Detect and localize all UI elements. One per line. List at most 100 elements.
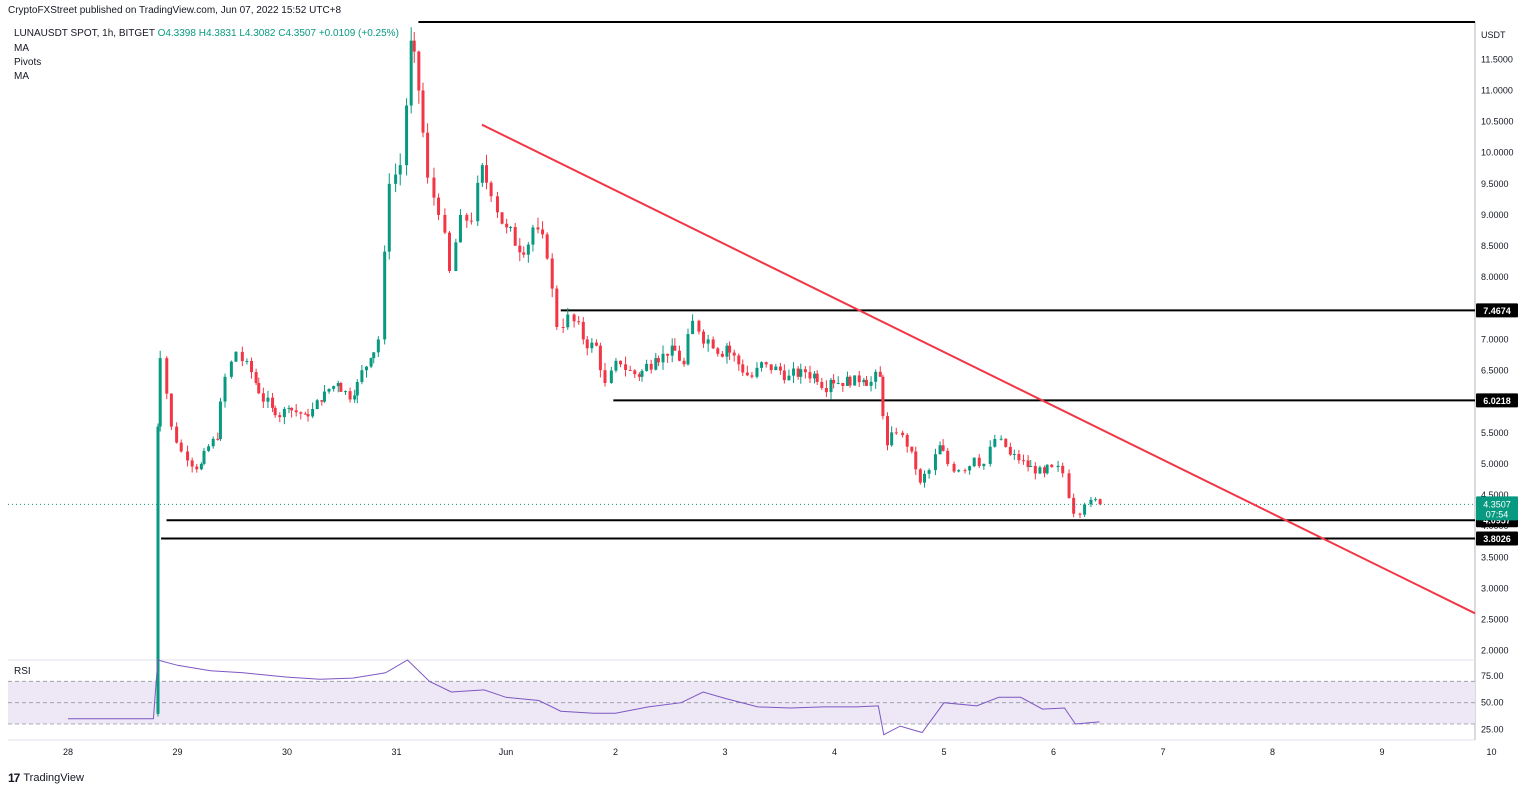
candle-body <box>905 435 909 447</box>
candle-body <box>1012 454 1016 456</box>
candle-body <box>245 360 249 362</box>
candle-body <box>1026 460 1030 468</box>
candle-body <box>894 432 898 434</box>
candle-body <box>590 342 594 349</box>
y-axis: 11.5000 11.0000 10.5000 10.0000 9.5000 9.0000… <box>1481 54 1514 655</box>
current-price-tag <box>1476 496 1518 521</box>
candle-body <box>1056 465 1060 468</box>
y-unit-label: USDT <box>1481 30 1506 40</box>
price-tag <box>1476 531 1518 546</box>
candle-body <box>813 373 817 379</box>
candle-body <box>566 314 570 328</box>
candle-body <box>963 470 967 472</box>
y-tick-label: 5.0000 <box>1481 459 1509 469</box>
x-tick-label: 6 <box>1051 747 1056 757</box>
candle-body <box>234 351 238 362</box>
candle-body <box>832 379 836 384</box>
candle-body <box>927 470 931 474</box>
candle-body <box>383 251 387 340</box>
close-value: C4.3507 <box>278 28 317 39</box>
candle-body <box>216 438 220 440</box>
open-value: O4.3398 <box>157 28 196 39</box>
x-tick-label: 28 <box>63 747 73 757</box>
candle-body <box>874 371 878 382</box>
rsi-series <box>68 659 1100 736</box>
candle-body <box>881 376 885 417</box>
indicator-pivots[interactable]: Pivots <box>14 57 42 68</box>
candle-body <box>910 446 914 452</box>
candle-body <box>760 362 764 368</box>
candle-body <box>682 360 686 365</box>
candle-body <box>603 370 607 384</box>
candle-body <box>614 360 618 371</box>
candle-body <box>649 363 653 370</box>
candle-body <box>815 373 819 382</box>
x-tick-label: 3 <box>722 747 727 757</box>
candle-body <box>443 214 447 233</box>
tradingview-logo[interactable]: 17 TradingView <box>8 771 84 785</box>
trendline <box>481 123 1476 615</box>
candle-body <box>447 232 451 271</box>
x-axis: 28 29 30 31 Jun 2 3 4 5 6 7 8 9 10 <box>63 747 1497 757</box>
candle-body <box>513 226 517 246</box>
chart-frame <box>8 22 1476 741</box>
price-tag-label: 6.0218 <box>1483 396 1511 406</box>
candle-body <box>697 320 701 332</box>
candle-body <box>531 227 535 245</box>
y-tick-label: 5.5000 <box>1481 428 1509 438</box>
candle-body <box>624 364 628 370</box>
candle-body <box>485 165 489 183</box>
candle-body <box>353 395 357 400</box>
candle-body <box>820 381 824 389</box>
candle-body <box>787 375 791 381</box>
publisher-line: CryptoFXStreet published on TradingView.… <box>8 5 342 16</box>
candle-body <box>1089 499 1093 505</box>
candle-body <box>522 252 526 255</box>
candle-body <box>853 375 857 386</box>
candle-body <box>857 375 861 383</box>
candle-body <box>654 358 658 370</box>
candle-body <box>1004 438 1008 447</box>
candle-body <box>369 358 373 367</box>
candle-body <box>957 470 961 472</box>
candle-body <box>796 368 800 377</box>
indicator-ma-1[interactable]: MA <box>14 43 29 54</box>
candle-body <box>545 234 549 259</box>
candle-body <box>417 51 421 91</box>
symbol-name[interactable]: LUNAUSDT SPOT, 1h, BITGET <box>14 28 155 39</box>
y-tick-label: 10.5000 <box>1481 117 1514 127</box>
candle-body <box>572 314 576 322</box>
rsi-label[interactable]: RSI <box>14 666 31 677</box>
rsi-tick-label: 25.00 <box>1481 724 1504 734</box>
candle-body <box>792 368 796 376</box>
candle-body <box>1072 497 1076 514</box>
candle-body <box>218 401 222 440</box>
candle-body <box>619 360 623 365</box>
candle-body <box>968 466 972 471</box>
x-tick-label: 30 <box>282 747 292 757</box>
x-tick-label: 2 <box>613 747 618 757</box>
candle-body <box>1043 467 1047 474</box>
candle-body <box>550 258 554 289</box>
candle-body <box>476 182 480 222</box>
candle-body <box>673 345 677 351</box>
candle-body <box>750 375 754 377</box>
candle-body <box>901 432 905 436</box>
candle-body <box>972 457 976 467</box>
candle-body <box>1029 466 1033 468</box>
candle-body <box>661 353 665 363</box>
candle-body <box>885 416 889 446</box>
candle-body <box>640 370 644 377</box>
candle-body <box>914 451 918 470</box>
candle-body <box>686 334 690 365</box>
candle-body <box>1067 473 1071 498</box>
candle-body <box>254 372 258 384</box>
indicator-ma-2[interactable]: MA <box>14 71 29 82</box>
candle-body <box>836 382 840 384</box>
candle-body <box>343 391 347 393</box>
candle-body <box>702 331 706 344</box>
candle-body <box>774 366 778 371</box>
candle-body <box>190 460 194 467</box>
candle-body <box>577 321 581 323</box>
